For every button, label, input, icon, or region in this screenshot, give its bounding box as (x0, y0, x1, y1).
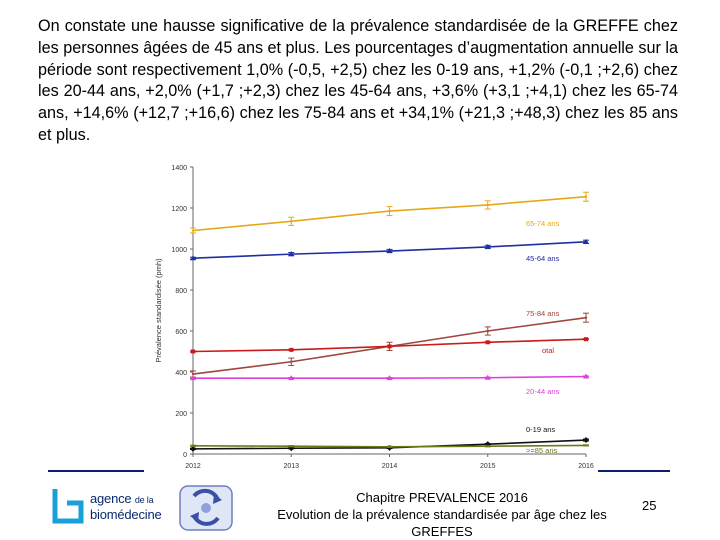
data-point (290, 360, 293, 363)
rotating-arrows-emblem-icon (179, 485, 233, 531)
page-number: 25 (642, 498, 657, 513)
data-point (190, 255, 196, 261)
x-tick-label: 2016 (578, 463, 594, 470)
y-tick-label: 800 (175, 288, 187, 295)
data-point (485, 340, 490, 345)
data-point (290, 445, 293, 448)
chart-series-labels: 65-74 ans 45-64 ans 75-84 ans otal 20-44 ans… (526, 219, 560, 455)
series-label: >=85 ans (526, 446, 558, 455)
footer-rule-right (598, 470, 670, 472)
data-point (486, 203, 489, 207)
data-point (583, 238, 589, 244)
data-point (191, 349, 195, 354)
series-label: 20-44 ans (526, 387, 560, 396)
biomedecine-logo: agence de la biomédecine (52, 487, 177, 527)
y-tick-label: 600 (175, 329, 187, 336)
data-point (290, 220, 293, 223)
footer-line-2: Evolution de la prévalence standardisée … (277, 507, 607, 522)
series-label: 65-74 ans (526, 219, 560, 228)
data-point (484, 374, 491, 380)
y-axis-label: Prévalence standardisée (pmh) (154, 258, 163, 363)
data-point (288, 375, 295, 381)
data-point (584, 444, 588, 447)
data-point (289, 347, 294, 352)
y-tick-label: 400 (175, 370, 187, 377)
data-point (190, 445, 196, 452)
y-tick-label: 1000 (171, 247, 187, 254)
footer-line-3: GREFFES (411, 524, 473, 539)
data-point (191, 372, 195, 376)
data-point (386, 248, 393, 254)
data-point (191, 229, 195, 232)
data-point (486, 445, 489, 448)
data-point (288, 251, 295, 257)
series-label: 75-84 ans (526, 309, 560, 318)
y-tick-label: 1400 (171, 165, 187, 172)
data-point (584, 316, 588, 319)
data-point (387, 344, 392, 349)
intro-paragraph: On constate une hausse significative de … (38, 17, 678, 144)
data-point (584, 337, 588, 342)
footer-line-1: Chapitre PREVALENCE 2016 (356, 490, 528, 505)
data-point (190, 375, 196, 381)
prevalence-chart: 0 200 400 600 800 1000 1200 1400 2012 2013 2014 201… (154, 165, 594, 470)
footer-rule-left (48, 470, 144, 472)
y-tick-label: 1200 (171, 206, 187, 213)
x-tick-label: 2013 (283, 463, 299, 470)
series-label: otal (542, 346, 554, 355)
logo-text-line2: biomédecine (90, 507, 162, 522)
data-point (388, 209, 391, 213)
y-tick-label: 0 (183, 452, 187, 459)
x-tick-label: 2015 (480, 463, 496, 470)
data-point (486, 329, 489, 333)
data-point (386, 375, 393, 381)
series-label: 45-64 ans (526, 254, 560, 263)
data-point (388, 445, 391, 449)
x-tick-label: 2014 (382, 463, 398, 470)
chart-series (190, 191, 589, 452)
series-label: 0-19 ans (526, 425, 555, 434)
footer-caption: Chapitre PREVALENCE 2016 Evolution de la… (262, 489, 622, 540)
x-tick-label: 2012 (185, 463, 201, 470)
data-point (584, 195, 588, 198)
data-point (484, 243, 491, 249)
logo-text-line1: agence de la (90, 491, 154, 506)
y-tick-label: 200 (175, 411, 187, 418)
chart-axes: 0 200 400 600 800 1000 1200 1400 2012 2013 2014 201… (154, 165, 594, 470)
data-point (191, 444, 195, 447)
data-point (583, 373, 589, 379)
logo-mark-icon (52, 489, 84, 524)
data-point (583, 437, 589, 444)
